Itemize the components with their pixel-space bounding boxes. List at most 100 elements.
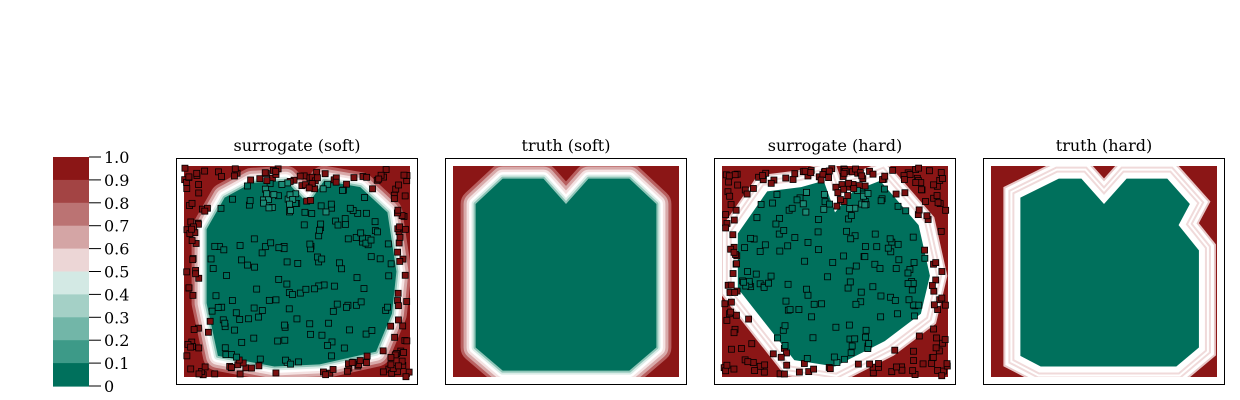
- sample-point: [731, 249, 737, 255]
- sample-point: [276, 245, 282, 251]
- sample-point: [209, 308, 215, 314]
- sample-point: [248, 177, 254, 183]
- sample-point: [853, 301, 859, 307]
- sample-point: [748, 235, 754, 241]
- sample-point: [761, 369, 767, 375]
- sample-point: [224, 272, 230, 278]
- sample-point: [232, 166, 238, 172]
- sample-point: [259, 250, 265, 256]
- sample-point: [228, 364, 234, 370]
- sample-point: [202, 208, 208, 214]
- sample-point: [918, 187, 924, 193]
- panel-title: surrogate (soft): [234, 136, 361, 155]
- sample-point: [922, 255, 928, 261]
- sample-point: [256, 314, 262, 320]
- sample-point: [774, 335, 780, 341]
- sample-point: [825, 274, 831, 280]
- sample-point: [297, 290, 303, 296]
- sample-point: [781, 371, 787, 377]
- sample-point: [184, 186, 190, 192]
- sample-point: [910, 368, 916, 374]
- sample-point: [895, 203, 901, 209]
- sample-point: [744, 191, 750, 197]
- sample-point: [307, 321, 313, 327]
- sample-point: [730, 271, 736, 277]
- sample-point: [233, 310, 239, 316]
- sample-point: [816, 247, 822, 253]
- sample-point: [319, 256, 325, 262]
- sample-point: [916, 302, 922, 308]
- sample-point: [190, 292, 196, 298]
- sample-point: [862, 254, 868, 260]
- sample-point: [863, 334, 869, 340]
- sample-point: [841, 186, 847, 192]
- sample-point: [380, 348, 386, 354]
- sample-point: [845, 193, 851, 199]
- sample-point: [264, 191, 270, 197]
- sample-point: [877, 266, 883, 272]
- sample-point: [745, 359, 751, 365]
- sample-point: [731, 217, 737, 223]
- sample-point: [916, 165, 922, 171]
- sample-point: [238, 257, 244, 263]
- sample-point: [251, 335, 257, 341]
- sample-point: [231, 173, 237, 179]
- sample-point: [733, 207, 739, 213]
- sample-point: [895, 241, 901, 247]
- sample-point: [733, 312, 739, 318]
- sample-point: [892, 297, 898, 303]
- sample-point: [308, 197, 314, 203]
- sample-point: [732, 172, 738, 178]
- sample-point: [783, 298, 789, 304]
- colorbar-tick-label: 0.8: [104, 194, 129, 213]
- sample-point: [266, 205, 272, 211]
- sample-point: [831, 354, 837, 360]
- sample-point: [347, 205, 353, 211]
- sample-point: [931, 302, 937, 308]
- sample-point: [762, 362, 768, 368]
- sample-point: [259, 308, 265, 314]
- sample-point: [811, 366, 817, 372]
- sample-point: [323, 209, 329, 215]
- sample-point: [726, 179, 732, 185]
- sample-point: [186, 174, 192, 180]
- sample-point: [301, 222, 307, 228]
- sample-point: [753, 271, 759, 277]
- sample-point: [397, 224, 403, 230]
- sample-point: [287, 201, 293, 207]
- sample-point: [920, 361, 926, 367]
- sample-point: [938, 170, 944, 176]
- sample-point: [218, 205, 224, 211]
- sample-point: [346, 327, 352, 333]
- sample-point: [865, 191, 871, 197]
- sample-point: [939, 176, 945, 182]
- sample-point: [752, 368, 758, 374]
- sample-point: [397, 258, 403, 264]
- sample-point: [331, 283, 337, 289]
- sample-point: [401, 172, 407, 178]
- sample-point: [320, 186, 326, 192]
- sample-point: [221, 247, 227, 253]
- sample-point: [848, 350, 854, 356]
- sample-point: [827, 201, 833, 207]
- sample-point: [318, 221, 324, 227]
- sample-point: [329, 353, 335, 359]
- sample-point: [273, 297, 279, 303]
- sample-point: [770, 200, 776, 206]
- panel-2: truth (soft): [445, 136, 687, 385]
- sample-point: [262, 170, 268, 176]
- colorbar: 1.0 0.9 0.8 0.7 0.6 0.5 0.4 0.3 0.2 0.1 0: [53, 148, 129, 396]
- sample-point: [326, 320, 332, 326]
- sample-point: [935, 200, 941, 206]
- sample-point: [746, 316, 752, 322]
- sample-point: [288, 361, 294, 367]
- sample-point: [892, 347, 898, 353]
- sample-point: [369, 327, 375, 333]
- sample-point: [911, 313, 917, 319]
- sample-point: [770, 351, 776, 357]
- sample-point: [213, 293, 219, 299]
- sample-point: [271, 192, 277, 198]
- sample-point: [343, 304, 349, 310]
- sample-point: [232, 327, 238, 333]
- sample-point: [219, 173, 225, 179]
